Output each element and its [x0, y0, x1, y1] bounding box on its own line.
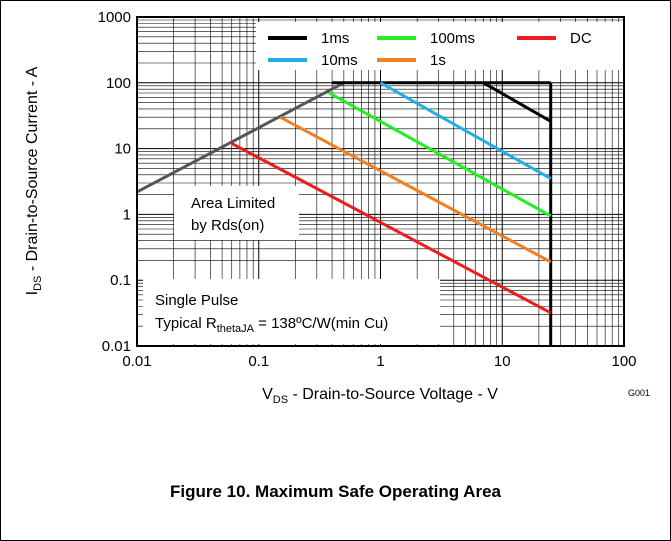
series-line-10ms — [379, 81, 552, 180]
series-line-dc — [230, 142, 552, 315]
area-limited-line1: Area Limited — [191, 195, 275, 212]
typical-r-prefix: Typical R — [155, 315, 217, 332]
legend-label-10ms: 10ms — [321, 52, 358, 69]
legend-label-100ms: 100ms — [430, 30, 475, 47]
y-tick-label: 100 — [106, 75, 131, 92]
legend-label-dc: DC — [570, 30, 592, 47]
series-line-1s — [279, 115, 552, 264]
legend-label-1s: 1s — [430, 52, 446, 69]
typical-r-suffix: = 138ºC/W(min Cu) — [254, 315, 388, 332]
thermal-resistance-label: Typical RthetaJA = 138ºC/W(min Cu) — [155, 315, 388, 335]
series-layer — [136, 81, 553, 346]
single-pulse-box — [143, 279, 440, 344]
y-tick-label: 0.1 — [110, 272, 131, 289]
y-label-sub: DS — [32, 276, 44, 291]
y-tick-label: 0.01 — [102, 338, 131, 355]
x-label-rest: - Drain-to-Source Voltage - V — [288, 386, 498, 403]
y-axis-label: IDS - Drain-to-Source Current - A — [24, 66, 44, 295]
y-tick-label: 1000 — [98, 9, 131, 26]
legend-box — [256, 22, 624, 70]
rdson-limit-line — [136, 81, 345, 194]
series-line-1ms — [482, 81, 552, 123]
x-tick-label: 100 — [611, 353, 636, 370]
x-label-v: V — [262, 386, 273, 403]
area-limited-line2: by Rds(on) — [191, 217, 264, 234]
single-pulse-label: Single Pulse — [155, 292, 238, 309]
x-tick-label: 0.01 — [122, 353, 151, 370]
legend-label-1ms: 1ms — [321, 30, 349, 47]
plot-border — [136, 16, 625, 347]
x-label-sub: DS — [273, 394, 288, 406]
area-limited-box — [174, 186, 299, 240]
thetaja-subscript: thetaJA — [217, 323, 255, 335]
legend: 1ms 100ms DC 10ms 1s — [256, 22, 624, 70]
x-tick-label: 0.1 — [248, 353, 269, 370]
annotation-layer: Area Limited by Rds(on) Single Pulse Typ… — [143, 186, 440, 344]
y-label-rest: - Drain-to-Source Current - A — [24, 66, 41, 275]
y-tick-label: 1 — [123, 206, 131, 223]
y-tick-label: 10 — [114, 141, 131, 158]
y-label-i: I — [24, 291, 41, 295]
tick-labels: 0.01 0.1 1 10 100 0.01 0.1 1 10 100 1000 — [98, 9, 637, 370]
series-line-100ms — [328, 91, 552, 218]
x-tick-label: 10 — [494, 353, 511, 370]
figure-caption: Figure 10. Maximum Safe Operating Area — [170, 482, 501, 501]
axis-labels: VDS - Drain-to-Source Voltage - V IDS - … — [24, 66, 650, 406]
figure-code: G001 — [628, 388, 650, 398]
x-tick-label: 1 — [376, 353, 384, 370]
x-axis-label: VDS - Drain-to-Source Voltage - V — [262, 386, 498, 406]
